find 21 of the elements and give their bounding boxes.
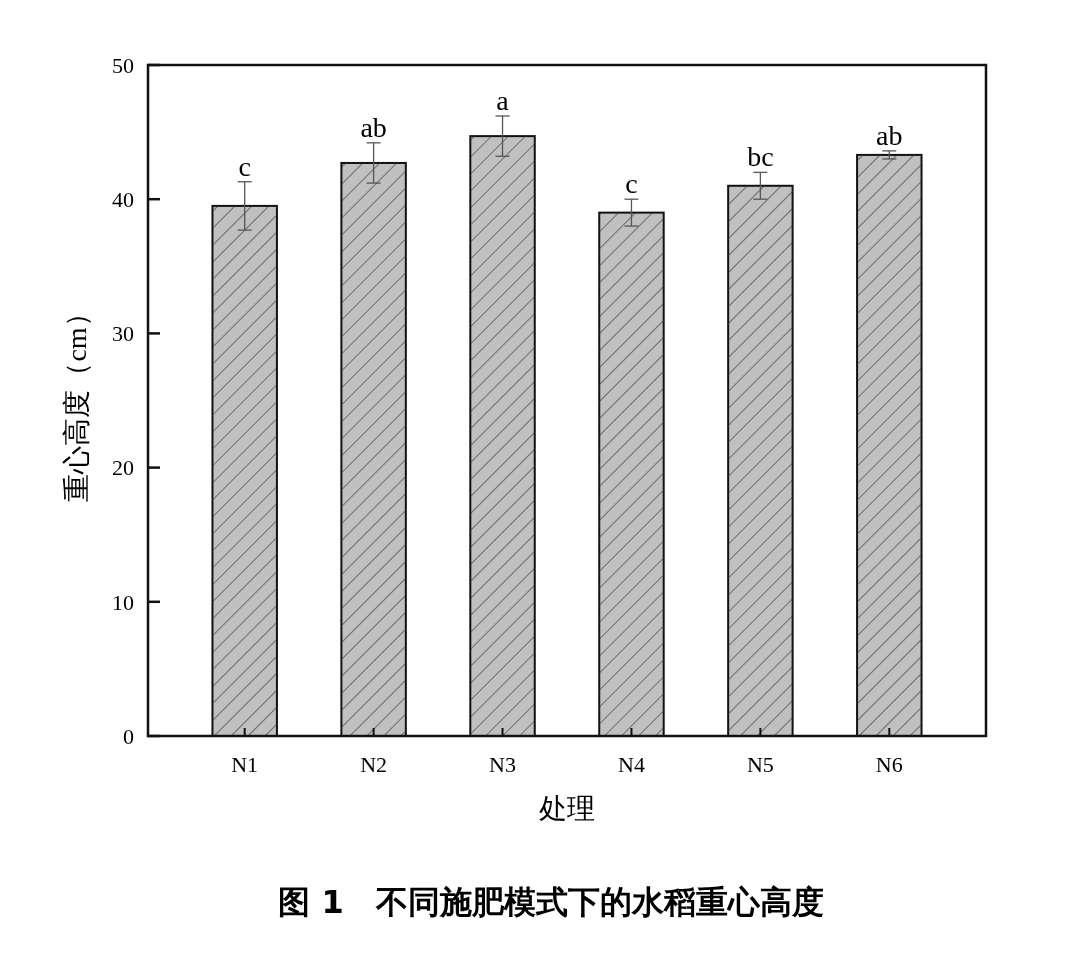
annotation: c xyxy=(238,150,251,182)
y-tick-label: 0 xyxy=(123,723,134,749)
annotation: bc xyxy=(747,141,774,173)
x-tick-label: N6 xyxy=(875,752,903,777)
y-tick-label: 40 xyxy=(112,186,134,212)
annotation: a xyxy=(496,85,510,116)
annotation: ab xyxy=(876,119,903,151)
y-tick-label: 50 xyxy=(112,52,134,78)
y-axis-title: 重心高度（cm） xyxy=(61,299,92,502)
x-tick-label: N2 xyxy=(360,752,388,777)
annotation: c xyxy=(625,168,638,200)
x-tick-label: N4 xyxy=(618,752,645,777)
x-tick-label: N1 xyxy=(231,752,259,777)
y-tick-label: 20 xyxy=(112,455,134,481)
annotation: ab xyxy=(360,111,387,143)
x-tick-label: N5 xyxy=(746,752,774,777)
y-tick-label: 30 xyxy=(112,321,134,347)
y-tick-label: 10 xyxy=(112,589,134,615)
x-tick-label: N3 xyxy=(489,752,516,777)
text: 图 1 不同施肥模式下的水稻重心高度 xyxy=(278,883,824,921)
x-axis-title: 处理 xyxy=(539,793,595,824)
